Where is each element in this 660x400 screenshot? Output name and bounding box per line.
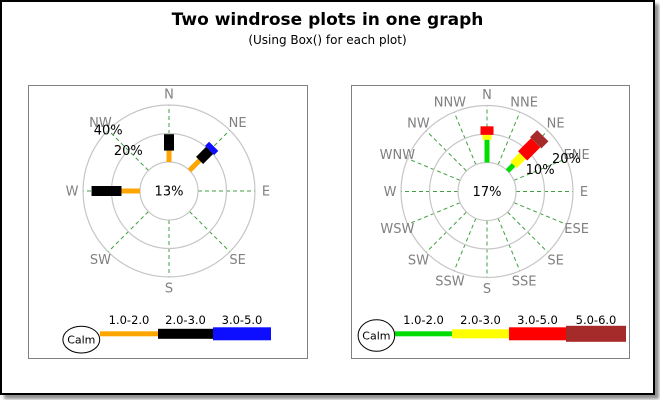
direction-label: ENE [564, 148, 590, 163]
legend-calm-label: Calm [67, 334, 95, 347]
direction-label: W [66, 185, 79, 200]
direction-label: NW [407, 116, 430, 131]
wind-bar-segment [518, 138, 541, 161]
direction-label: SE [229, 253, 245, 268]
legend-speed-label: 5.0-6.0 [576, 313, 617, 327]
direction-label: E [262, 185, 270, 200]
direction-label: S [483, 282, 491, 297]
ring-circle [400, 104, 574, 279]
direction-label: NE [229, 116, 247, 131]
direction-label: E [580, 185, 588, 200]
direction-label: NE [547, 116, 565, 131]
ring-percentage-label: 20% [114, 144, 143, 159]
legend-speed-label: 3.0-5.0 [222, 313, 263, 327]
direction-label: SSE [512, 275, 537, 290]
legend-speed-bar [100, 331, 158, 337]
legend-speed-bar [452, 329, 509, 339]
legend-speed-label: 1.0-2.0 [403, 313, 444, 327]
legend-speed-bar [213, 327, 271, 341]
direction-label: SW [408, 254, 429, 269]
ring-percentage-label: 10% [526, 163, 555, 178]
direction-label: WNW [380, 148, 416, 163]
direction-label: NNW [434, 95, 466, 110]
direction-label: N [482, 88, 492, 103]
wind-bar-segment [196, 146, 214, 164]
legend-speed-label: 2.0-3.0 [165, 313, 206, 327]
direction-label: WSW [380, 222, 414, 237]
ring-circle [82, 104, 256, 278]
ring-percentage-label: 20% [552, 152, 581, 167]
ring-percentage-label: 40% [94, 124, 123, 139]
windrose-panel-right: N NNE NE ENE E ESE SE SSE S SSW SW WSW W WNW NW NNW 10% 2… [351, 85, 630, 359]
wind-bar-segment [510, 152, 526, 169]
direction-label: NNE [510, 95, 538, 110]
legend-speed-bar [395, 331, 452, 337]
legend-speed-label: 2.0-3.0 [460, 313, 501, 327]
legend-calm-circle [62, 325, 101, 354]
chart-title: Two windrose plots in one graph [171, 10, 484, 30]
legend-speed-label: 1.0-2.0 [109, 313, 150, 327]
legend-calm-circle [357, 319, 396, 352]
wind-bar-segment [205, 141, 219, 155]
wind-bar-segment [187, 158, 202, 173]
direction-label: S [165, 282, 173, 297]
wind-bar-segment [530, 130, 549, 149]
direction-label: W [384, 185, 397, 200]
direction-label: SE [547, 254, 563, 269]
legend-speed-bar [158, 328, 213, 339]
direction-label: ESE [564, 222, 589, 237]
direction-label: N [164, 88, 174, 103]
chart-header: Two windrose plots in one graph (Using B… [2, 10, 653, 47]
chart-subtitle: (Using Box() for each plot) [248, 33, 407, 47]
legend-calm-label: Calm [362, 330, 390, 343]
wind-bar-segment [505, 163, 516, 173]
calm-percentage-label: 13% [155, 185, 184, 200]
direction-label: NW [89, 116, 112, 131]
calm-percentage-label: 17% [473, 185, 502, 200]
legend-speed-bar [566, 325, 626, 342]
direction-label: SSW [435, 275, 465, 290]
windrose-panel-left: N NE E SE S SW W NW 20% 40% 13% Calm 1.0-2.0 2.0-3.0 3… [28, 85, 308, 359]
legend-speed-bar [509, 327, 566, 341]
direction-label: SW [90, 253, 111, 268]
windrose-right: N NNENEENEEESESESSESSSWSWWSWWWNWNWNNW10%2… [357, 88, 626, 352]
legend-speed-label: 3.0-5.0 [517, 313, 558, 327]
